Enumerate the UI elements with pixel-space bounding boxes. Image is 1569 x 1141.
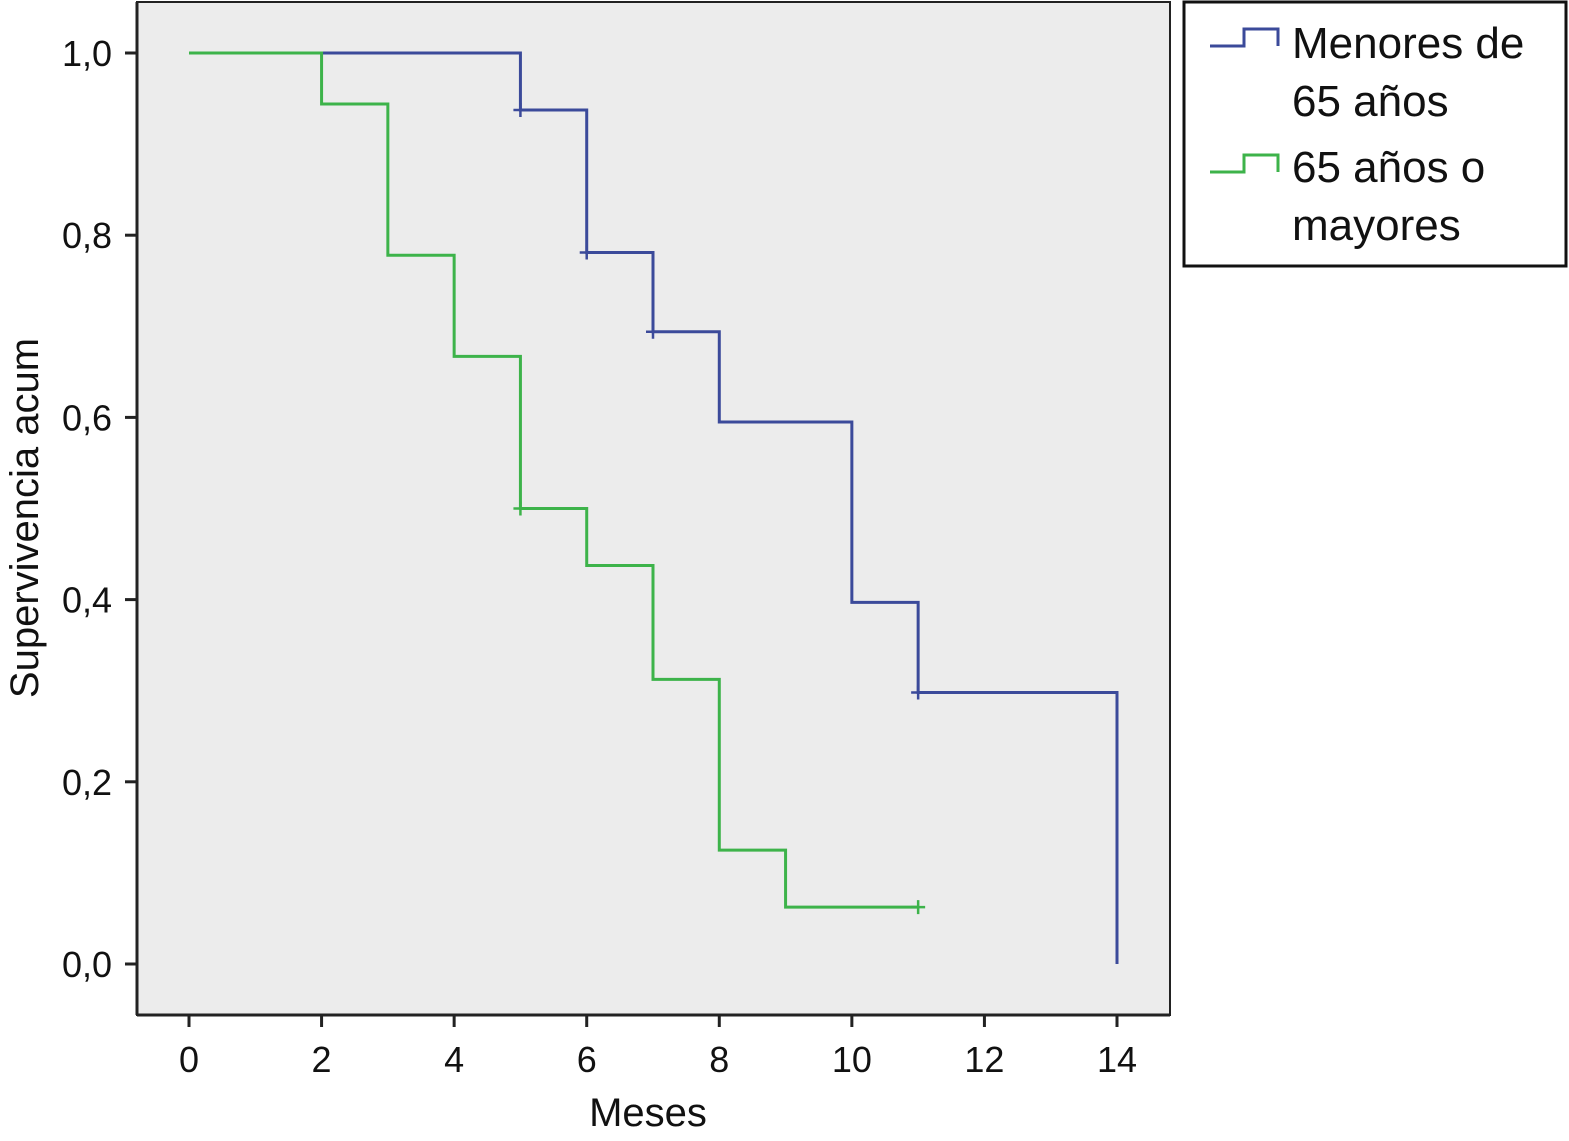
y-tick-label: 1,0 bbox=[62, 33, 112, 74]
plot-area bbox=[136, 1, 1171, 1016]
x-tick-label: 12 bbox=[964, 1039, 1004, 1080]
legend-swatch-menores bbox=[1210, 27, 1280, 48]
series-layer bbox=[189, 51, 1119, 964]
legend-label-1-line2: mayores bbox=[1292, 201, 1461, 250]
x-axis-ticks: 0 2 4 6 8 10 12 14 bbox=[179, 1015, 1137, 1080]
x-tick-label: 10 bbox=[832, 1039, 872, 1080]
censor-mark bbox=[513, 102, 528, 117]
censor-mark bbox=[513, 501, 528, 516]
survival-curve-series-1 bbox=[189, 51, 919, 909]
x-tick-label: 14 bbox=[1097, 1039, 1137, 1080]
y-tick-label: 0,0 bbox=[62, 944, 112, 985]
y-axis-ticks: 0,0 0,2 0,4 0,6 0,8 1,0 bbox=[62, 33, 137, 985]
y-axis-title: Supervivencia acum bbox=[3, 338, 47, 698]
legend-box bbox=[1182, 0, 1568, 268]
censor-mark bbox=[646, 324, 660, 339]
legend-label-0-line1: Menores de bbox=[1292, 19, 1524, 68]
y-tick-label: 0,6 bbox=[62, 397, 112, 438]
legend: Menores de 65 años 65 años o mayores bbox=[1182, 0, 1568, 268]
x-tick-label: 4 bbox=[444, 1039, 464, 1080]
y-tick-label: 0,8 bbox=[62, 215, 112, 256]
legend-label-0-line2: 65 años bbox=[1292, 77, 1449, 126]
censor-mark bbox=[911, 685, 926, 700]
censor-mark bbox=[579, 245, 594, 260]
x-tick-label: 2 bbox=[312, 1039, 332, 1080]
x-tick-label: 0 bbox=[179, 1039, 199, 1080]
legend-swatch-mayores bbox=[1210, 153, 1280, 174]
x-axis-title: Meses bbox=[589, 1091, 707, 1135]
y-tick-label: 0,4 bbox=[62, 580, 112, 621]
y-tick-label: 0,2 bbox=[62, 762, 112, 803]
x-tick-label: 6 bbox=[577, 1039, 597, 1080]
x-tick-label: 8 bbox=[709, 1039, 729, 1080]
censor-mark bbox=[911, 900, 926, 915]
survival-curve-series-0 bbox=[189, 51, 1119, 964]
legend-label-1-line1: 65 años o bbox=[1292, 143, 1485, 192]
